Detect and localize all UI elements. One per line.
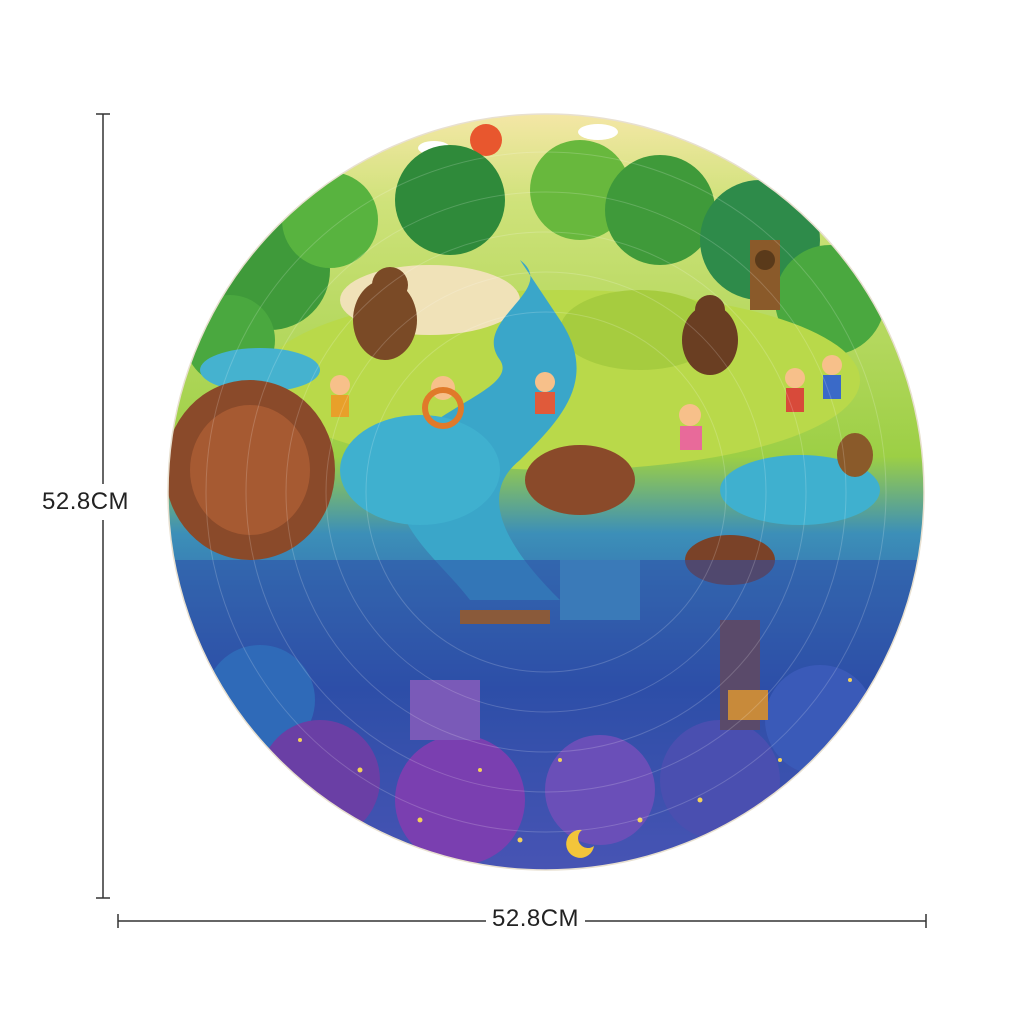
puzzle-outline xyxy=(167,113,925,871)
night-forest xyxy=(168,560,924,870)
stars xyxy=(298,678,852,843)
puzzle-piece-lines xyxy=(205,151,887,833)
sun xyxy=(470,124,502,156)
crescent-moon xyxy=(566,829,594,858)
height-dimension-label: 52.8CM xyxy=(42,484,130,520)
characters xyxy=(330,355,842,450)
animals xyxy=(353,267,873,477)
width-dimension-label: 52.8CM xyxy=(486,905,586,933)
burrows xyxy=(168,380,775,585)
water xyxy=(200,260,880,600)
